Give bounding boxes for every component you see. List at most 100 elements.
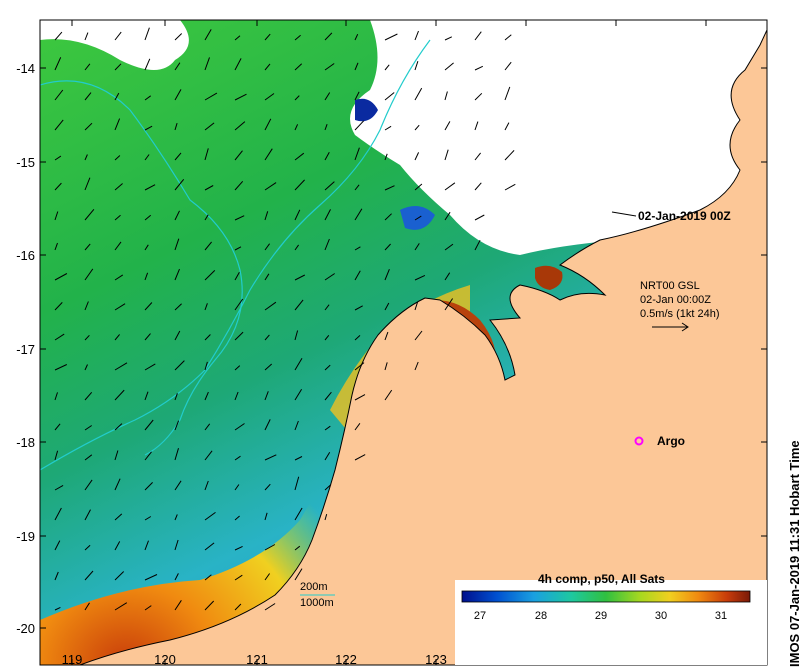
current-vector [384, 213, 392, 221]
current-vector [174, 539, 179, 551]
current-vector [294, 209, 301, 221]
lat-tick-label: -15 [16, 155, 35, 170]
current-vector [384, 33, 398, 41]
current-vector [54, 507, 62, 521]
current-vector [294, 274, 306, 281]
colorbar-tick-label: 31 [715, 610, 727, 622]
isobath-200m [40, 80, 243, 456]
current-vector [174, 238, 180, 251]
current-vector [414, 61, 419, 71]
current-vector [384, 92, 395, 101]
current-vector [324, 238, 330, 251]
current-vector [264, 334, 270, 341]
current-vector [294, 124, 299, 131]
current-vector [354, 147, 360, 161]
current-vector [294, 63, 303, 71]
current-vector [234, 515, 240, 521]
current-vector [84, 154, 88, 161]
lon-tick-label: 119 [62, 652, 83, 667]
current-vector [234, 150, 243, 161]
current-vector [234, 545, 243, 551]
current-vector [414, 152, 420, 161]
current-vector [204, 480, 209, 491]
current-vector [174, 268, 180, 281]
current-vector [144, 302, 153, 311]
current-vectors [54, 27, 516, 611]
contour-1000-label: 1000m [300, 597, 334, 609]
current-vector [264, 93, 275, 101]
current-vector [264, 454, 277, 461]
current-vector [324, 484, 332, 491]
current-vector [144, 184, 156, 191]
current-vector [234, 574, 243, 581]
current-vector [504, 150, 515, 161]
current-vector [144, 333, 151, 341]
current-vector [54, 364, 68, 371]
current-vector [204, 241, 212, 251]
colorbar-ticks: 27 28 29 30 31 [474, 610, 727, 622]
current-vector [354, 91, 360, 101]
current-vector [354, 33, 359, 41]
current-vector [114, 155, 121, 161]
current-vector [174, 178, 185, 191]
current-vector [294, 179, 305, 191]
current-vector [84, 454, 93, 461]
lat-tick-label: -20 [16, 621, 35, 636]
colorbar-ramp [461, 590, 751, 603]
plot-area [40, 20, 767, 665]
current-vector [354, 423, 361, 431]
current-vector [324, 32, 333, 41]
current-vector [144, 244, 149, 251]
current-vector [324, 152, 330, 161]
current-vector [324, 513, 328, 521]
current-vector [204, 334, 211, 341]
plot-frame [39, 19, 768, 666]
current-vector [174, 448, 179, 461]
current-vector [414, 330, 423, 341]
current-vector [54, 155, 62, 161]
current-vector [294, 358, 303, 371]
current-vector [264, 483, 271, 491]
current-vector [414, 30, 419, 41]
current-vector [444, 243, 454, 251]
lon-tick-label: 121 [246, 652, 268, 667]
current-vector [234, 93, 247, 101]
current-vector [504, 61, 512, 71]
current-vector [294, 545, 301, 551]
current-vector [234, 35, 241, 41]
current-vector [354, 62, 359, 71]
current-vector [54, 273, 68, 281]
colorbar: 4h comp, p50, All Sats 27 28 29 30 31 [455, 572, 767, 665]
current-vector [324, 209, 331, 221]
lat-tick-label: -14 [16, 61, 35, 76]
current-vector [84, 364, 88, 371]
current-vector [384, 269, 390, 281]
current-vector [294, 476, 300, 491]
isobath-1000m [40, 39, 431, 471]
current-vector [444, 62, 454, 71]
current-vector [264, 33, 271, 41]
current-vector [354, 394, 366, 401]
current-vector [504, 122, 510, 131]
current-vector [114, 334, 120, 341]
current-vector [204, 185, 214, 191]
current-vector [234, 455, 241, 461]
current-vector [84, 479, 93, 491]
current-vector [354, 184, 360, 191]
product-line: NRT00 GSL [640, 280, 700, 292]
current-vector [174, 62, 181, 71]
current-vector [414, 87, 423, 101]
current-vector [444, 272, 451, 281]
current-vector [84, 243, 91, 251]
current-vector [174, 152, 182, 161]
current-vector [294, 389, 303, 401]
current-vector [144, 391, 149, 401]
lon-tick-label: 122 [335, 652, 357, 667]
current-vector [84, 570, 94, 581]
current-vector [144, 482, 153, 491]
current-vector [384, 302, 390, 311]
current-vector [144, 125, 153, 131]
current-vector [174, 303, 182, 311]
current-vector [234, 603, 242, 611]
current-vector [84, 301, 89, 311]
